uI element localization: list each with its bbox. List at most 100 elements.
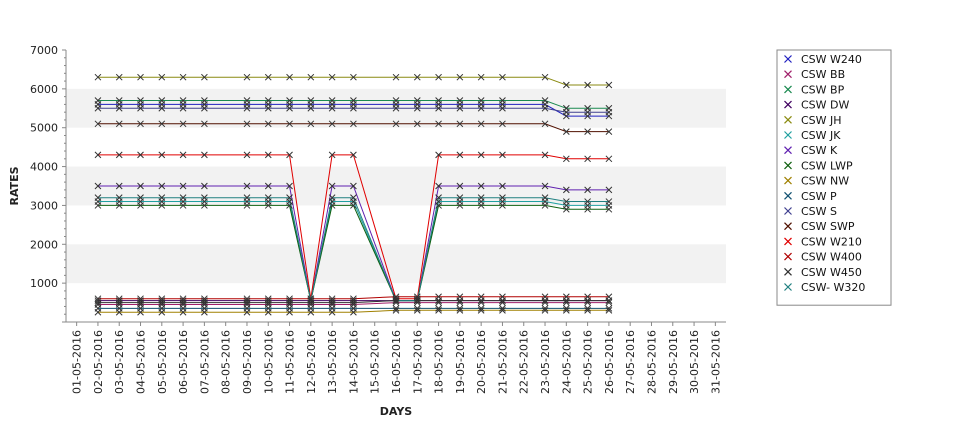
data-point-marker	[94, 104, 102, 112]
marker-stroke	[158, 299, 166, 306]
data-point-marker	[456, 305, 464, 312]
legend-swatch	[784, 146, 792, 155]
marker-stroke	[541, 297, 549, 304]
data-point-marker	[584, 299, 591, 306]
marker-stroke	[350, 151, 357, 159]
data-point-marker	[115, 202, 123, 209]
data-point-marker	[499, 305, 506, 312]
legend-swatch	[784, 191, 792, 200]
marker-stroke	[413, 73, 421, 81]
marker-stroke	[328, 299, 336, 306]
legend-swatch	[784, 176, 792, 185]
data-point-marker	[541, 202, 549, 209]
series-line-14	[97, 300, 609, 304]
marker-stroke	[541, 299, 549, 306]
data-point-marker	[605, 299, 613, 306]
marker-stroke	[541, 202, 549, 209]
marker-stroke	[562, 305, 570, 312]
x-tick-label: 01-05-2016	[71, 330, 84, 394]
marker-stroke	[435, 73, 442, 81]
marker-stroke	[179, 182, 187, 190]
data-point-marker	[413, 97, 421, 104]
marker-stroke	[477, 151, 485, 159]
marker-stroke	[477, 306, 485, 314]
legend-label: CSW W240	[801, 53, 862, 66]
data-point-marker	[499, 97, 506, 104]
data-point-marker	[179, 120, 187, 128]
marker-stroke	[499, 305, 506, 312]
data-point-marker	[584, 186, 591, 194]
series-line-7	[97, 204, 609, 302]
data-point-marker	[350, 97, 357, 104]
marker-stroke	[562, 205, 570, 213]
marker-stroke	[264, 194, 272, 202]
marker-stroke	[137, 299, 144, 306]
data-point-marker	[94, 297, 102, 304]
legend-label: CSW SWP	[801, 220, 855, 233]
marker-stroke	[413, 305, 421, 312]
data-point-marker	[499, 299, 506, 306]
data-point-marker	[350, 194, 357, 202]
marker-stroke	[286, 297, 293, 304]
legend-item: CSW DW	[784, 99, 850, 112]
x-tick-label: 24-05-2016	[560, 330, 573, 394]
marker-stroke	[584, 108, 591, 116]
marker-stroke	[94, 202, 102, 209]
marker-stroke	[456, 194, 464, 202]
x-tick-label: 05-05-2016	[156, 330, 169, 394]
marker-stroke	[264, 151, 272, 159]
data-point-marker	[328, 194, 336, 202]
data-point-marker	[477, 120, 485, 128]
data-point-marker	[137, 104, 144, 112]
marker-stroke	[286, 299, 293, 306]
data-point-marker	[541, 120, 549, 128]
data-point-marker	[413, 295, 421, 303]
marker-stroke	[264, 299, 272, 306]
x-tick-label: 30-05-2016	[688, 330, 701, 394]
data-point-marker	[264, 202, 272, 209]
marker-stroke	[201, 73, 208, 81]
marker-stroke	[179, 194, 187, 202]
data-point-marker	[541, 305, 549, 312]
data-point-marker	[435, 299, 442, 306]
marker-stroke	[286, 202, 293, 209]
data-point-marker	[243, 182, 251, 190]
marker-stroke	[328, 120, 336, 128]
marker-stroke	[605, 186, 613, 194]
data-point-marker	[499, 297, 506, 304]
marker-stroke	[562, 198, 570, 205]
data-point-marker	[350, 305, 357, 312]
grid-bands	[66, 88, 726, 284]
marker-stroke	[201, 305, 208, 312]
data-point-marker	[94, 182, 102, 190]
marker-stroke	[413, 295, 421, 303]
series-line-5	[97, 201, 609, 302]
data-point-marker	[562, 306, 570, 314]
legend-swatch	[784, 85, 792, 94]
data-point-marker	[413, 73, 421, 81]
x-tick-label: 10-05-2016	[262, 330, 275, 394]
marker-stroke	[243, 97, 251, 104]
marker-stroke	[541, 120, 549, 128]
data-point-marker	[584, 155, 591, 163]
legend-label: CSW BB	[801, 68, 845, 81]
data-point-marker	[456, 182, 464, 190]
marker-stroke	[477, 104, 485, 112]
data-point-marker	[286, 120, 293, 128]
legend-label: CSW W400	[801, 251, 862, 264]
data-point-marker	[243, 299, 251, 306]
x-tick-label: 09-05-2016	[241, 330, 254, 394]
data-point-marker	[605, 305, 613, 312]
marker-stroke	[137, 297, 144, 304]
data-point-marker	[137, 73, 144, 81]
x-tick-label: 21-05-2016	[496, 330, 509, 394]
y-tick-label: 7000	[30, 44, 58, 57]
data-point-marker	[477, 297, 485, 304]
legend-label: CSW S	[801, 205, 837, 218]
x-tick-label: 15-05-2016	[369, 330, 382, 394]
data-point-marker	[477, 305, 485, 312]
data-point-marker	[456, 306, 464, 314]
marker-stroke	[137, 194, 144, 202]
marker-stroke	[499, 194, 506, 202]
marker-stroke	[94, 151, 102, 159]
